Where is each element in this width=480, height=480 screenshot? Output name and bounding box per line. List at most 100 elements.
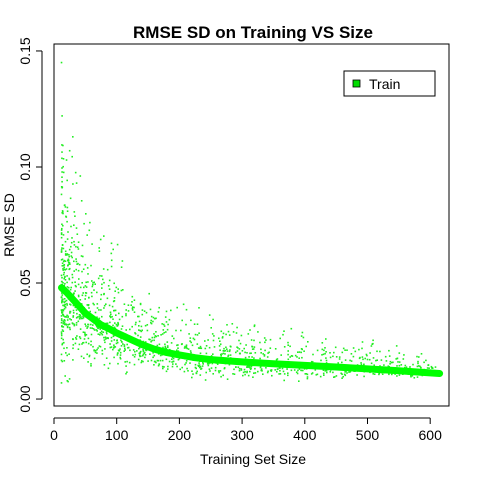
data-point [175,363,177,365]
data-point [63,259,66,262]
data-point [194,363,197,366]
data-point [360,363,363,366]
data-point [110,259,113,262]
data-point [60,61,63,64]
data-point [342,347,345,350]
data-point [68,353,70,355]
data-point [150,322,153,325]
data-point [283,330,285,332]
data-point [79,175,82,177]
data-point [305,373,308,375]
data-point [419,365,421,368]
data-point [227,355,229,357]
data-point [253,357,255,359]
data-point [253,325,256,328]
data-point [61,280,63,283]
data-point [238,339,240,342]
data-point [155,317,157,320]
data-point [371,343,373,345]
data-point [335,375,338,377]
data-point [63,268,66,271]
data-point [75,227,78,229]
data-point [143,310,146,312]
data-point [242,371,245,374]
data-point [247,366,249,368]
plot-frame [53,43,450,407]
data-point [70,255,73,257]
data-point [78,336,81,338]
data-point [111,315,113,318]
data-point [196,334,199,336]
data-point [276,358,279,360]
data-point [220,375,222,378]
data-point [90,363,92,365]
data-point [291,355,294,357]
data-point [125,365,127,367]
data-point [115,342,118,345]
data-point [98,247,100,249]
data-point [213,346,216,348]
data-point [333,376,335,378]
data-point [165,331,167,333]
data-point [428,367,430,369]
data-point [67,259,70,262]
data-point [164,316,167,318]
data-point [129,349,131,352]
data-point [73,270,75,272]
data-point [197,347,200,349]
data-point [157,364,160,367]
data-point [341,373,343,375]
data-point [82,316,85,319]
data-point [426,367,429,369]
data-point [242,374,244,377]
data-point [388,355,391,357]
data-point [72,347,74,350]
data-point [132,349,135,351]
data-point [363,363,365,366]
data-point [99,332,102,334]
data-point [267,352,269,354]
data-point [159,354,162,357]
data-point [80,200,83,202]
data-point [85,281,87,284]
data-point [434,366,437,368]
data-point [61,360,64,363]
data-point [149,308,152,311]
data-point [141,360,143,362]
data-point [68,254,70,256]
data-point [60,353,63,356]
data-point [69,312,71,314]
data-point [77,295,80,298]
data-point [90,340,92,343]
data-point [246,371,248,374]
data-point [248,356,250,358]
data-point [166,345,169,347]
data-point [109,362,111,365]
data-point [254,372,257,374]
data-point [113,346,115,348]
data-point [183,347,186,349]
y-tick-label: 0.05 [17,269,33,296]
data-point [115,314,117,316]
data-point [71,256,73,259]
data-point [152,316,155,319]
data-point [126,371,128,373]
data-point [171,358,173,360]
data-point [134,332,136,334]
data-point [325,369,328,372]
data-point [226,378,229,380]
data-point [191,370,193,372]
data-point [148,292,150,295]
data-point [329,356,332,359]
data-point [170,309,172,312]
data-point [379,365,381,367]
data-point [127,304,130,306]
data-point [116,341,119,344]
data-point [104,338,107,340]
data-point [249,370,251,373]
data-point [221,337,224,339]
data-point [168,360,171,363]
data-point [95,325,98,327]
data-point [153,339,155,342]
data-point [101,315,103,318]
